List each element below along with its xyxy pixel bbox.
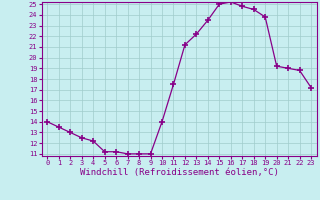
X-axis label: Windchill (Refroidissement éolien,°C): Windchill (Refroidissement éolien,°C) <box>80 168 279 177</box>
